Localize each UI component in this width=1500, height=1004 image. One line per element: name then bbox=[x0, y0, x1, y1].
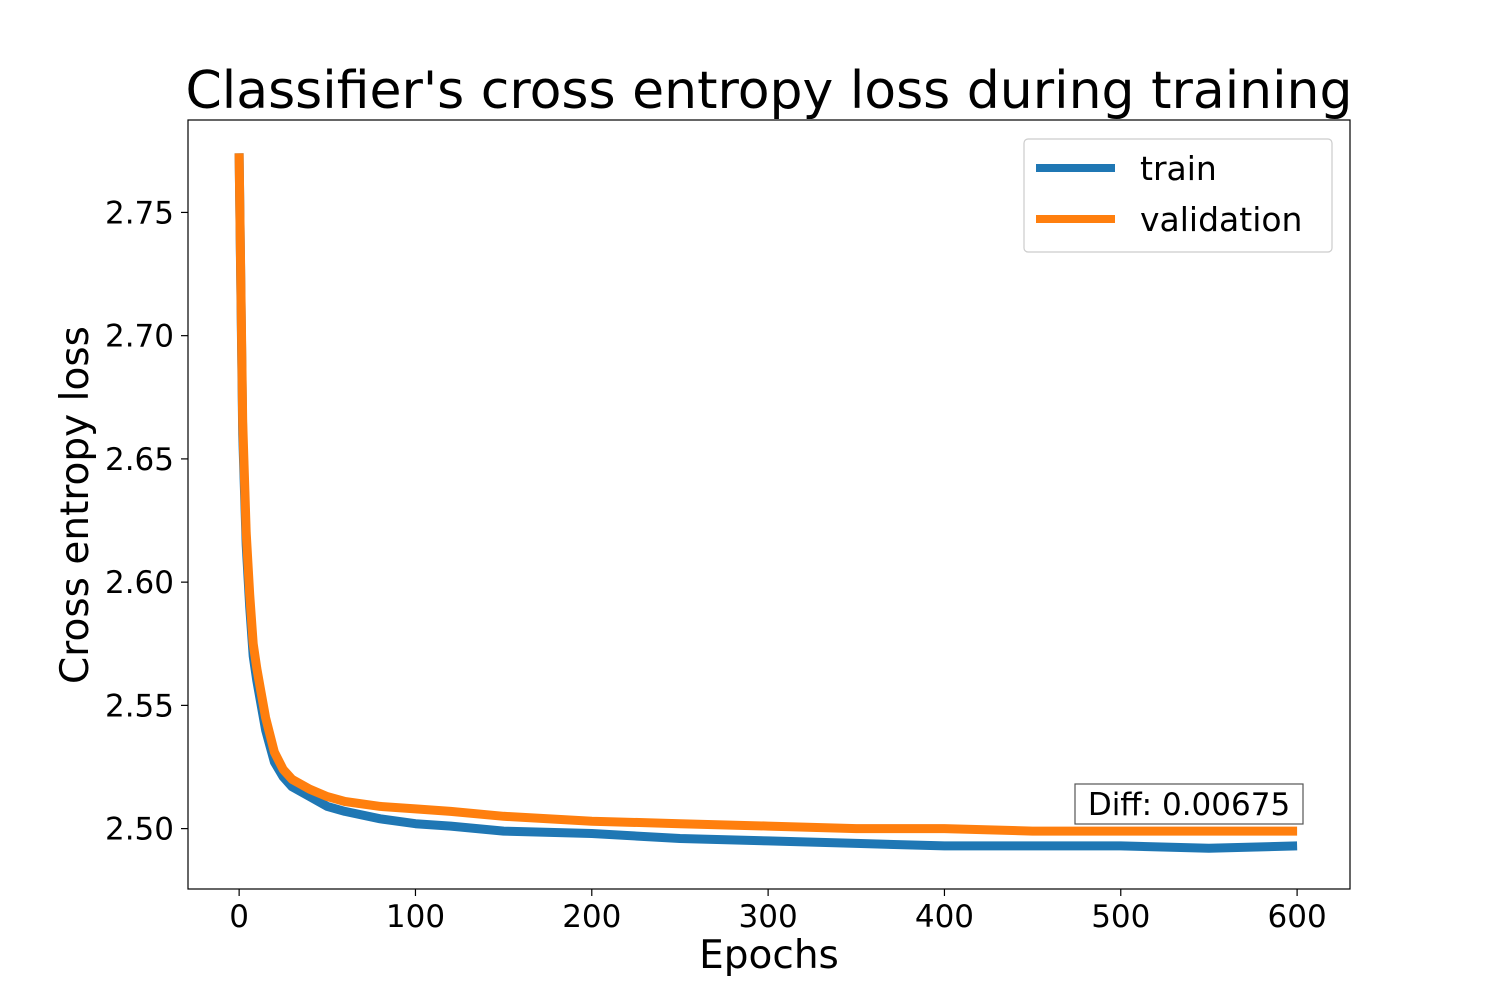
x-tick-label: 400 bbox=[915, 899, 974, 935]
x-tick-label: 600 bbox=[1268, 899, 1327, 935]
y-axis-label: Cross entropy loss bbox=[53, 326, 98, 684]
legend-label-train: train bbox=[1140, 149, 1217, 188]
diff-annotation-box bbox=[1074, 783, 1304, 825]
legend: train validation bbox=[1023, 138, 1333, 253]
x-axis-label: Epochs bbox=[699, 933, 839, 978]
x-tick-label: 100 bbox=[386, 899, 445, 935]
x-tick-label: 0 bbox=[229, 899, 249, 935]
y-axis-ticks: 2.50 2.55 2.60 2.65 2.70 2.75 bbox=[105, 195, 188, 848]
x-tick-label: 500 bbox=[1091, 899, 1150, 935]
y-tick-label: 2.65 bbox=[105, 442, 174, 478]
plot-frame bbox=[187, 119, 1351, 890]
diff-annotation: Diff: 0.00675 bbox=[1074, 783, 1304, 825]
series-line-validation bbox=[234, 153, 1298, 836]
y-tick-label: 2.75 bbox=[105, 195, 174, 231]
chart-title: Classifier's cross entropy loss during t… bbox=[185, 61, 1352, 121]
plot-lines bbox=[234, 153, 1298, 853]
x-axis-ticks: 0 100 200 300 400 500 600 bbox=[229, 889, 1327, 935]
y-tick-label: 2.60 bbox=[105, 565, 174, 601]
series-line-train bbox=[234, 153, 1298, 853]
y-tick-label: 2.70 bbox=[105, 319, 174, 355]
diff-annotation-text: Diff: 0.00675 bbox=[1088, 787, 1290, 823]
x-tick-label: 200 bbox=[562, 899, 621, 935]
y-tick-label: 2.50 bbox=[105, 812, 174, 848]
legend-label-validation: validation bbox=[1140, 200, 1302, 239]
x-tick-label: 300 bbox=[739, 899, 798, 935]
y-tick-label: 2.55 bbox=[105, 688, 174, 724]
